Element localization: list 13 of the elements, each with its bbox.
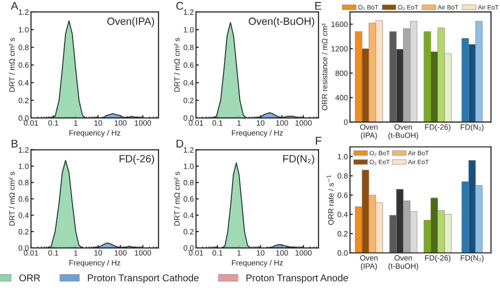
- chart-title: FD(-26): [120, 154, 154, 164]
- legend-label: ORR: [19, 274, 40, 282]
- text: C: [176, 2, 184, 10]
- text: D: [176, 140, 184, 148]
- text: E: [315, 2, 322, 10]
- text: F: [316, 136, 322, 145]
- chart-title: Oven(t-BuOH): [248, 17, 314, 27]
- legend-label: Proton Transport Cathode: [88, 274, 199, 284]
- text: A: [10, 2, 18, 10]
- chart-title: Oven(IPA): [107, 17, 154, 27]
- legend-label: Proton Transport Anode: [246, 274, 348, 284]
- chart-title: FD(N₂): [283, 154, 314, 164]
- text: B: [12, 140, 18, 148]
